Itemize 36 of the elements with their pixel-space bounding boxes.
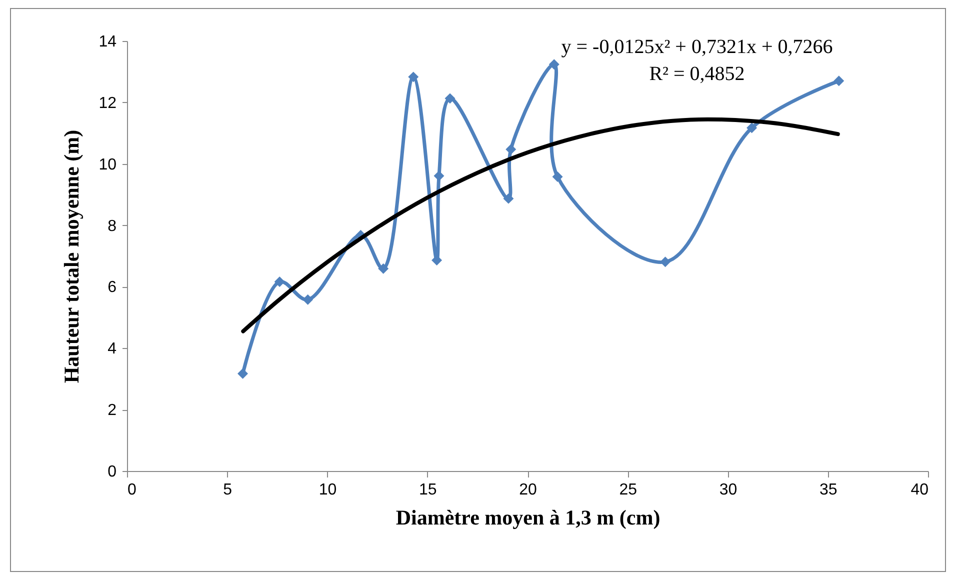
point: [834, 76, 844, 86]
x-tick-label: 10: [318, 482, 337, 498]
point: [434, 170, 444, 182]
point: [302, 294, 314, 305]
point: [552, 172, 563, 182]
x-tick-label: 20: [519, 482, 537, 498]
annotation: R² = 0,4852: [649, 63, 745, 85]
point: [238, 368, 248, 379]
point: [548, 59, 560, 70]
y-tick-label: 10: [98, 156, 117, 174]
point: [506, 144, 516, 155]
y-tick-label: 14: [98, 34, 117, 50]
point: [408, 72, 419, 82]
x-tick-label: 25: [619, 482, 638, 498]
line-series: [241, 117, 840, 334]
y-tick-label: 8: [108, 218, 117, 235]
y-tick-label: 12: [98, 94, 117, 112]
y-axis-title: Hauteur totale moyenne (m): [60, 130, 84, 384]
y-tick-label: 0: [108, 464, 117, 480]
x-tick-label: 15: [418, 482, 437, 498]
point: [274, 276, 285, 288]
x-tick-label: 0: [128, 482, 136, 498]
point: [746, 122, 758, 134]
point: [444, 93, 456, 104]
x-axis-title: Diamètre moyen à 1,3 m (cm): [396, 506, 660, 530]
x-tick-label: 40: [910, 482, 929, 498]
x-tick-label: 5: [223, 482, 232, 498]
y-tick-label: 4: [108, 340, 117, 358]
x-tick-label: 35: [819, 482, 838, 498]
y-tick-label: 2: [108, 402, 117, 420]
x-tick-label: 30: [719, 482, 738, 498]
point: [503, 193, 514, 204]
annotation: y = -0,0125x² + 0,7321x + 0,7266: [561, 36, 833, 58]
point: [378, 263, 389, 274]
point: [660, 256, 671, 268]
y-tick-label: 6: [108, 279, 117, 296]
